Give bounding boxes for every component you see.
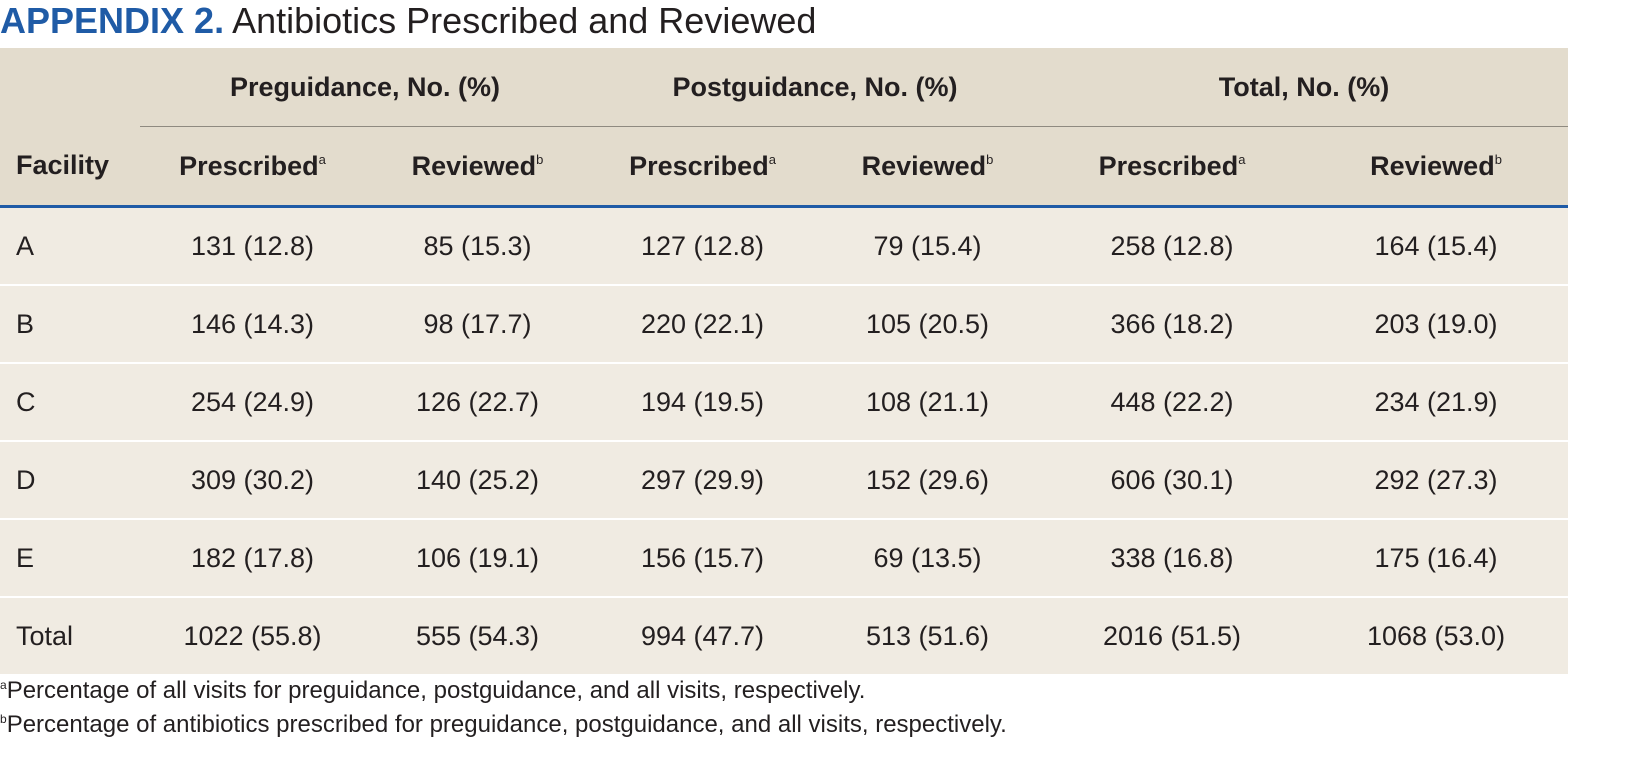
value-cell: 194 (19.5): [590, 363, 816, 442]
footnote-text: Percentage of all visits for preguidance…: [6, 677, 866, 704]
table-row: D 309 (30.2) 140 (25.2) 297 (29.9) 152 (…: [0, 441, 1569, 520]
sub-header-row: Facility Prescribeda Reviewedb Prescribe…: [0, 126, 1569, 208]
facility-header: Facility: [0, 126, 140, 208]
value-cell: 108 (21.1): [815, 363, 1041, 442]
sub-header-post-prescribed: Prescribeda: [590, 126, 816, 208]
value-cell: 126 (22.7): [365, 363, 591, 442]
sub-header-label: Reviewed: [861, 150, 987, 181]
footnote-marker: b: [536, 151, 544, 167]
value-cell: 131 (12.8): [140, 206, 365, 286]
group-header-total: Total, No. (%): [1040, 48, 1569, 127]
value-cell: 105 (20.5): [815, 285, 1041, 364]
facility-cell: C: [0, 363, 140, 442]
value-cell: 297 (29.9): [590, 441, 816, 520]
value-cell: 994 (47.7): [590, 597, 816, 674]
footnote-marker: b: [986, 151, 994, 167]
footnote-marker: a: [0, 678, 7, 692]
table-body: A 131 (12.8) 85 (15.3) 127 (12.8) 79 (15…: [0, 206, 1569, 674]
value-cell: 309 (30.2): [140, 441, 365, 520]
value-cell: 175 (16.4): [1304, 519, 1569, 598]
footnote-text: Percentage of antibiotics prescribed for…: [6, 711, 1007, 738]
footnote-marker: a: [768, 151, 776, 167]
value-cell: 234 (21.9): [1304, 363, 1569, 442]
value-cell: 606 (30.1): [1040, 441, 1305, 520]
value-cell: 127 (12.8): [590, 206, 816, 286]
group-header-row: Preguidance, No. (%) Postguidance, No. (…: [0, 48, 1569, 127]
footnotes: aPercentage of all visits for preguidanc…: [0, 674, 1007, 742]
sub-header-label: Prescribed: [179, 150, 319, 181]
facility-cell: B: [0, 285, 140, 364]
facility-cell: A: [0, 206, 140, 286]
value-cell: 513 (51.6): [815, 597, 1041, 674]
facility-cell: Total: [0, 597, 140, 674]
table-header: Preguidance, No. (%) Postguidance, No. (…: [0, 48, 1569, 208]
footnote-marker: a: [318, 151, 326, 167]
value-cell: 254 (24.9): [140, 363, 365, 442]
value-cell: 203 (19.0): [1304, 285, 1569, 364]
table-row: E 182 (17.8) 106 (19.1) 156 (15.7) 69 (1…: [0, 519, 1569, 598]
value-cell: 182 (17.8): [140, 519, 365, 598]
facility-cell: D: [0, 441, 140, 520]
data-table-container: Preguidance, No. (%) Postguidance, No. (…: [0, 48, 1569, 674]
sub-header-label: Prescribed: [1098, 150, 1239, 181]
value-cell: 2016 (51.5): [1040, 597, 1305, 674]
value-cell: 98 (17.7): [365, 285, 591, 364]
sub-header-pre-prescribed: Prescribeda: [140, 126, 365, 208]
facility-cell: E: [0, 519, 140, 598]
value-cell: 152 (29.6): [815, 441, 1041, 520]
sub-header-post-reviewed: Reviewedb: [815, 126, 1041, 208]
sub-header-label: Reviewed: [411, 150, 537, 181]
sub-header-label: Prescribed: [629, 150, 769, 181]
table-row: B 146 (14.3) 98 (17.7) 220 (22.1) 105 (2…: [0, 285, 1569, 364]
table-row: C 254 (24.9) 126 (22.7) 194 (19.5) 108 (…: [0, 363, 1569, 442]
value-cell: 1068 (53.0): [1304, 597, 1569, 674]
value-cell: 1022 (55.8): [140, 597, 365, 674]
footnote-marker: b: [1494, 151, 1502, 167]
footnote-marker: a: [1238, 151, 1246, 167]
value-cell: 85 (15.3): [365, 206, 591, 286]
table-row-total: Total 1022 (55.8) 555 (54.3) 994 (47.7) …: [0, 597, 1569, 674]
value-cell: 292 (27.3): [1304, 441, 1569, 520]
value-cell: 146 (14.3): [140, 285, 365, 364]
value-cell: 156 (15.7): [590, 519, 816, 598]
group-header-postguidance: Postguidance, No. (%): [590, 48, 1041, 127]
sub-header-label: Reviewed: [1370, 150, 1495, 181]
value-cell: 338 (16.8): [1040, 519, 1305, 598]
value-cell: 69 (13.5): [815, 519, 1041, 598]
value-cell: 555 (54.3): [365, 597, 591, 674]
value-cell: 140 (25.2): [365, 441, 591, 520]
value-cell: 164 (15.4): [1304, 206, 1569, 286]
appendix-label: APPENDIX 2.: [0, 0, 225, 41]
footnote-b: bPercentage of antibiotics prescribed fo…: [0, 708, 1007, 742]
facility-header-spacer: [0, 48, 140, 127]
value-cell: 366 (18.2): [1040, 285, 1305, 364]
group-header-preguidance: Preguidance, No. (%): [140, 48, 591, 127]
sub-header-total-reviewed: Reviewedb: [1304, 126, 1569, 208]
value-cell: 79 (15.4): [815, 206, 1041, 286]
value-cell: 258 (12.8): [1040, 206, 1305, 286]
page-title: APPENDIX 2. Antibiotics Prescribed and R…: [0, 0, 816, 44]
antibiotics-table: Preguidance, No. (%) Postguidance, No. (…: [0, 48, 1569, 674]
table-row: A 131 (12.8) 85 (15.3) 127 (12.8) 79 (15…: [0, 206, 1569, 286]
footnote-a: aPercentage of all visits for preguidanc…: [0, 674, 1007, 708]
value-cell: 106 (19.1): [365, 519, 591, 598]
sub-header-total-prescribed: Prescribeda: [1040, 126, 1305, 208]
footnote-marker: b: [0, 712, 7, 726]
title-text: Antibiotics Prescribed and Reviewed: [232, 0, 817, 41]
value-cell: 448 (22.2): [1040, 363, 1305, 442]
value-cell: 220 (22.1): [590, 285, 816, 364]
sub-header-pre-reviewed: Reviewedb: [365, 126, 591, 208]
